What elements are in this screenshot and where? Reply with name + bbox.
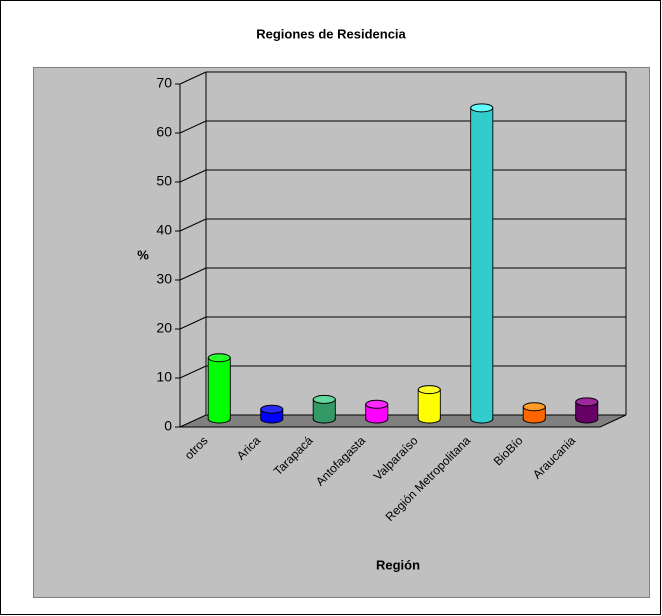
bar-top	[575, 397, 599, 407]
bar-body-fill	[261, 409, 283, 419]
bar-body-fill	[208, 357, 230, 419]
bar-top	[365, 399, 389, 409]
y-tick-label: 10	[156, 369, 172, 385]
grid-line	[179, 169, 207, 183]
grid-line	[179, 316, 207, 330]
bar-body-fill	[576, 401, 598, 419]
bar-body-fill	[418, 389, 440, 419]
bar-body-fill	[471, 107, 493, 419]
y-tick-label: 70	[156, 75, 172, 91]
bar-top	[207, 353, 231, 363]
bar-top	[312, 394, 336, 404]
y-tick-label: 40	[156, 222, 172, 238]
grid-line	[179, 120, 207, 134]
grid-line	[179, 267, 207, 281]
chart-title: Regiones de Residencia	[256, 26, 406, 41]
grid-line	[179, 218, 207, 232]
x-axis-label: Región	[376, 557, 420, 572]
bar-top	[260, 404, 284, 414]
y-tick-label: 60	[156, 124, 172, 140]
grid-line	[179, 71, 207, 85]
walls	[180, 72, 626, 427]
y-axis-label: %	[137, 247, 149, 262]
bar-top	[470, 103, 494, 113]
grid-line	[179, 365, 207, 379]
y-tick-label: 30	[156, 271, 172, 287]
floor	[179, 414, 627, 428]
bar-body-fill	[313, 399, 335, 419]
y-tick-label: 50	[156, 173, 172, 189]
y-tick-label: 0	[164, 418, 172, 434]
bar-top	[417, 385, 441, 395]
y-tick-label: 20	[156, 320, 172, 336]
bar-top	[522, 402, 546, 412]
